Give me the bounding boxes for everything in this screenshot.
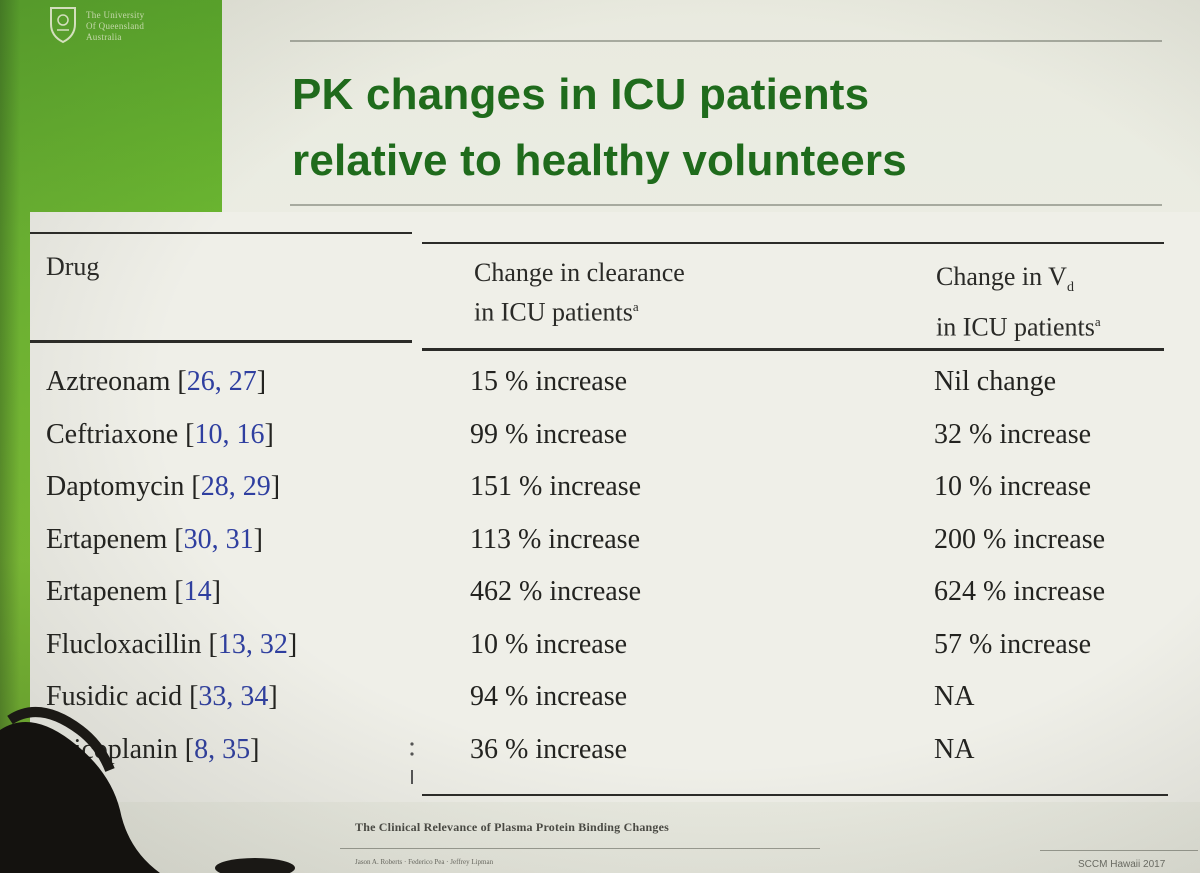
table-row: Teicoplanin [8, 35] 36 % increase NA [30,730,1200,782]
title-line-2: relative to healthy volunteers [292,136,907,185]
clearance-cell: 113 % increase [470,523,640,555]
vd-cell: NA [934,733,975,765]
vd-cell: 32 % increase [934,418,1092,450]
reference-numbers[interactable]: 33, 34 [198,681,269,712]
reference-numbers[interactable]: 14 [183,576,212,607]
footer-rule-left [340,848,820,849]
footer-rule-right [1040,850,1198,851]
slide-title: PK changes in ICU patients relative to h… [292,62,1152,194]
header-bottom-rule-left [30,340,412,343]
vd-cell: 200 % increase [934,523,1106,555]
header-vd-line-2: in ICU patientsa [936,312,1101,342]
header-bottom-rule-right [422,348,1164,351]
logo-line-1: The University [86,10,145,20]
table-row: Flucloxacillin [13, 32] 10 % increase 57 %… [30,625,1200,677]
table-top-rule-left [30,232,412,234]
header-vd: Change in Vd in ICU patientsa [936,260,1101,345]
reference-numbers[interactable]: 10, 16 [194,418,265,450]
citation-title: The Clinical Relevance of Plasma Protein… [355,820,669,834]
drug-cell: Fusidic acid [33, 34] [46,681,278,712]
vd-cell: 10 % increase [934,471,1092,502]
vd-cell: Nil change [934,366,1057,397]
drug-name: Ertapenem [46,576,168,607]
table-row: Fusidic acid [33, 34] 94 % increase NA [30,677,1200,729]
drug-name: Aztreonam [46,366,171,397]
logo-wordmark: The University Of Queensland Australia [86,4,144,43]
drug-name: Ceftriaxone [46,418,179,450]
reference-numbers[interactable]: 26, 27 [186,366,257,397]
drug-cell: Flucloxacillin [13, 32] [46,628,298,660]
logo-line-3: Australia [86,32,122,42]
audience-head-silhouette [0,707,295,873]
reference-numbers[interactable]: 13, 32 [217,628,288,660]
vd-cell: NA [934,681,975,712]
title-bottom-rule [290,204,1162,206]
drug-cell: Aztreonam [26, 27] [46,366,267,397]
clearance-cell: 10 % increase [470,628,628,660]
header-clearance-line-1: Change in clearance [474,258,685,287]
drug-name: Fusidic acid [46,681,183,712]
clearance-cell: 15 % increase [470,366,628,397]
clearance-cell: 94 % increase [470,681,628,712]
title-line-1: PK changes in ICU patients [292,70,870,119]
header-vd-line-1: Change in Vd [936,262,1074,296]
table-row: Daptomycin [28, 29] 151 % increase 10 % in… [30,467,1200,519]
table-bottom-rule [422,794,1168,796]
pk-table: Drug Change in clearance in ICU patients… [30,212,1200,802]
vd-cell: 57 % increase [934,628,1092,660]
reference-numbers[interactable]: 8, 35 [194,733,251,765]
drug-name: Daptomycin [46,471,185,502]
scroll-dots-icon [410,742,414,784]
header-clearance-line-2: in ICU patientsa [474,297,639,327]
drug-cell: Ertapenem [14] [46,576,221,607]
table-row: Ertapenem [14] 462 % increase 624 % increa… [30,572,1200,624]
drug-cell: Ertapenem [30, 31] [46,523,263,555]
clearance-cell: 99 % increase [470,418,628,450]
header-clearance: Change in clearance in ICU patientsa [474,256,685,330]
header-drug: Drug [46,252,100,281]
drug-cell: Ceftriaxone [10, 16] [46,418,274,450]
reference-numbers[interactable]: 30, 31 [183,523,254,555]
clearance-cell: 151 % increase [470,471,642,502]
title-top-rule [290,40,1162,42]
reference-numbers[interactable]: 28, 29 [200,471,271,502]
citation-authors: Jason A. Roberts · Federico Pea · Jeffre… [355,858,494,866]
table-row: Ceftriaxone [10, 16] 99 % increase 32 % in… [30,415,1200,467]
table-row: Aztreonam [26, 27] 15 % increase Nil chang… [30,362,1200,414]
vd-cell: 624 % increase [934,576,1106,607]
table-row: Ertapenem [30, 31] 113 % increase 200 % in… [30,520,1200,572]
crest-icon [50,7,76,44]
logo-line-2: Of Queensland [86,21,145,31]
clearance-cell: 462 % increase [470,576,642,607]
drug-name: Flucloxacillin [46,628,202,660]
clearance-cell: 36 % increase [470,733,628,765]
table-top-rule-right [422,242,1164,244]
university-logo: The University Of Queensland Australia [48,4,208,60]
drug-name: Ertapenem [46,523,168,555]
event-label: SCCM Hawaii 2017 [1078,859,1166,870]
drug-cell: Daptomycin [28, 29] [46,471,281,502]
